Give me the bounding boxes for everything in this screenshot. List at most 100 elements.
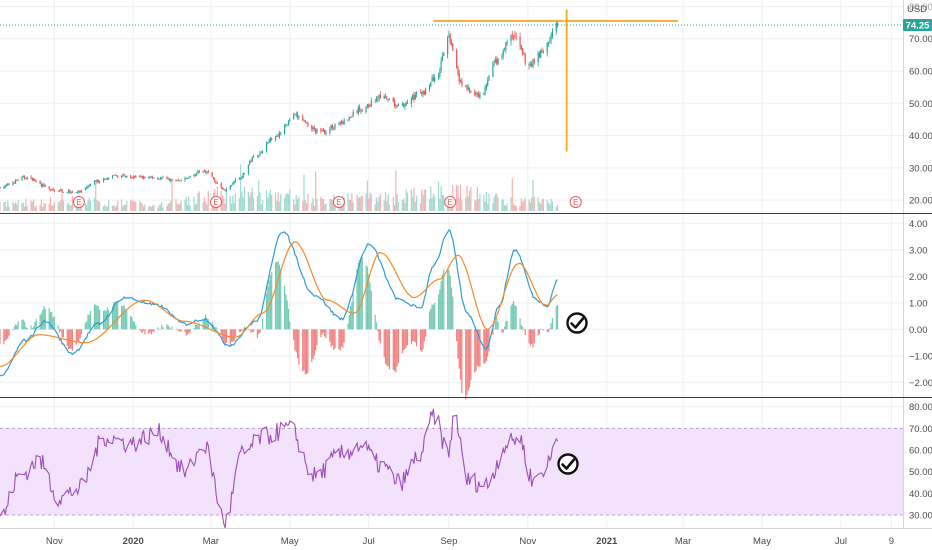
volume-bar (251, 187, 253, 211)
macd-histogram-bar (233, 329, 235, 341)
candle-body (347, 119, 349, 121)
macd-histogram-bar (259, 329, 261, 333)
volume-bar (293, 199, 295, 211)
candle-body (180, 180, 182, 181)
candle-body (75, 192, 77, 193)
earnings-label: E (213, 198, 218, 207)
macd-histogram-bar (49, 312, 52, 330)
candle-body (153, 177, 155, 179)
candle-body (242, 173, 244, 178)
rsi-line (0, 408, 559, 528)
candle-body (238, 177, 240, 180)
macd-histogram-bar (339, 329, 341, 351)
volume-bar (531, 197, 533, 211)
earnings-marker[interactable]: E (569, 196, 582, 208)
volume-bar (4, 202, 6, 211)
candle-body (240, 178, 242, 179)
earnings-marker[interactable]: E (210, 196, 223, 208)
volume-bar (360, 196, 362, 211)
volume-bar (379, 193, 381, 211)
macd-histogram-bar (52, 317, 54, 330)
volume-bar (432, 193, 434, 211)
candle-body (503, 48, 506, 50)
macd-histogram-bar (484, 329, 486, 364)
candle-body (422, 90, 424, 95)
macd-histogram-bar (105, 310, 107, 330)
volume-bar (40, 199, 42, 211)
macd-histogram-bar (538, 329, 541, 335)
volume-bar (549, 204, 551, 211)
volume-bar (61, 193, 63, 211)
candle-body (352, 111, 354, 117)
volume-bar (153, 204, 155, 211)
macd-histogram-bar (0, 329, 1, 345)
candle-body (387, 99, 389, 100)
candle-body (524, 54, 526, 64)
macd-histogram-bar (8, 329, 10, 336)
macd-histogram-bar (494, 320, 497, 330)
macd-histogram-bar (287, 308, 290, 330)
macd-histogram-bar (220, 329, 222, 335)
price-candles[interactable] (0, 20, 559, 195)
volume-bar (180, 200, 182, 211)
earnings-marker[interactable]: E (444, 196, 457, 208)
candle-body (158, 178, 160, 180)
macd-histogram-bar (58, 329, 61, 333)
volume-bar (395, 170, 397, 211)
macd-histogram-bar (437, 294, 440, 330)
earnings-label: E (448, 198, 453, 207)
candle-body (452, 43, 454, 51)
volume-bar (14, 202, 17, 211)
candle-body (339, 122, 341, 124)
macd-histogram-bar (51, 312, 53, 330)
earnings-marker[interactable]: E (332, 196, 345, 208)
volume-bar (307, 193, 309, 211)
volume-bar (551, 201, 554, 211)
drawings[interactable] (433, 9, 678, 152)
candle-body (437, 75, 440, 78)
candle-body (184, 177, 186, 181)
macd-histogram-bar (478, 329, 480, 367)
volume-bar (223, 198, 225, 211)
macd-histogram-bar (148, 329, 150, 335)
candle-body (423, 91, 425, 94)
candle-body (232, 183, 234, 186)
macd-histogram-bar (139, 329, 141, 331)
candle-body (25, 178, 27, 179)
candle-body (141, 176, 143, 179)
candle-body (113, 174, 115, 176)
macd-histogram-bar (304, 329, 306, 375)
candle-body (250, 160, 252, 162)
candle-body (492, 63, 494, 77)
volume-bar (522, 201, 524, 211)
candle-body (274, 135, 277, 140)
volume-bar (289, 189, 291, 211)
candle-body (186, 178, 189, 179)
candle-body (188, 177, 190, 179)
macd-histogram-bar (249, 329, 251, 330)
macd-histogram-bar (369, 282, 371, 330)
macd-histogram-bar (307, 329, 309, 373)
macd-histogram-bar (505, 321, 507, 330)
volume-bar (524, 198, 526, 211)
candle-body (267, 142, 269, 144)
candle-body (21, 176, 23, 180)
macd-histogram-bar (124, 309, 127, 330)
volume-bar (359, 197, 361, 211)
volume-bar (106, 206, 108, 211)
earnings-marker[interactable]: E (72, 196, 85, 208)
volume-bar (176, 203, 178, 211)
candle-body (223, 189, 225, 190)
macd-histogram-bar (99, 309, 101, 330)
candle-body (131, 177, 133, 179)
volume-bar (505, 205, 507, 211)
candle-body (532, 59, 534, 68)
macd-histogram-bar (306, 329, 308, 375)
macd-histogram-bar (329, 329, 331, 342)
candle-body (551, 30, 554, 37)
macd-histogram-bar (184, 329, 186, 333)
candle-body (286, 124, 288, 126)
candle-body (79, 190, 81, 192)
